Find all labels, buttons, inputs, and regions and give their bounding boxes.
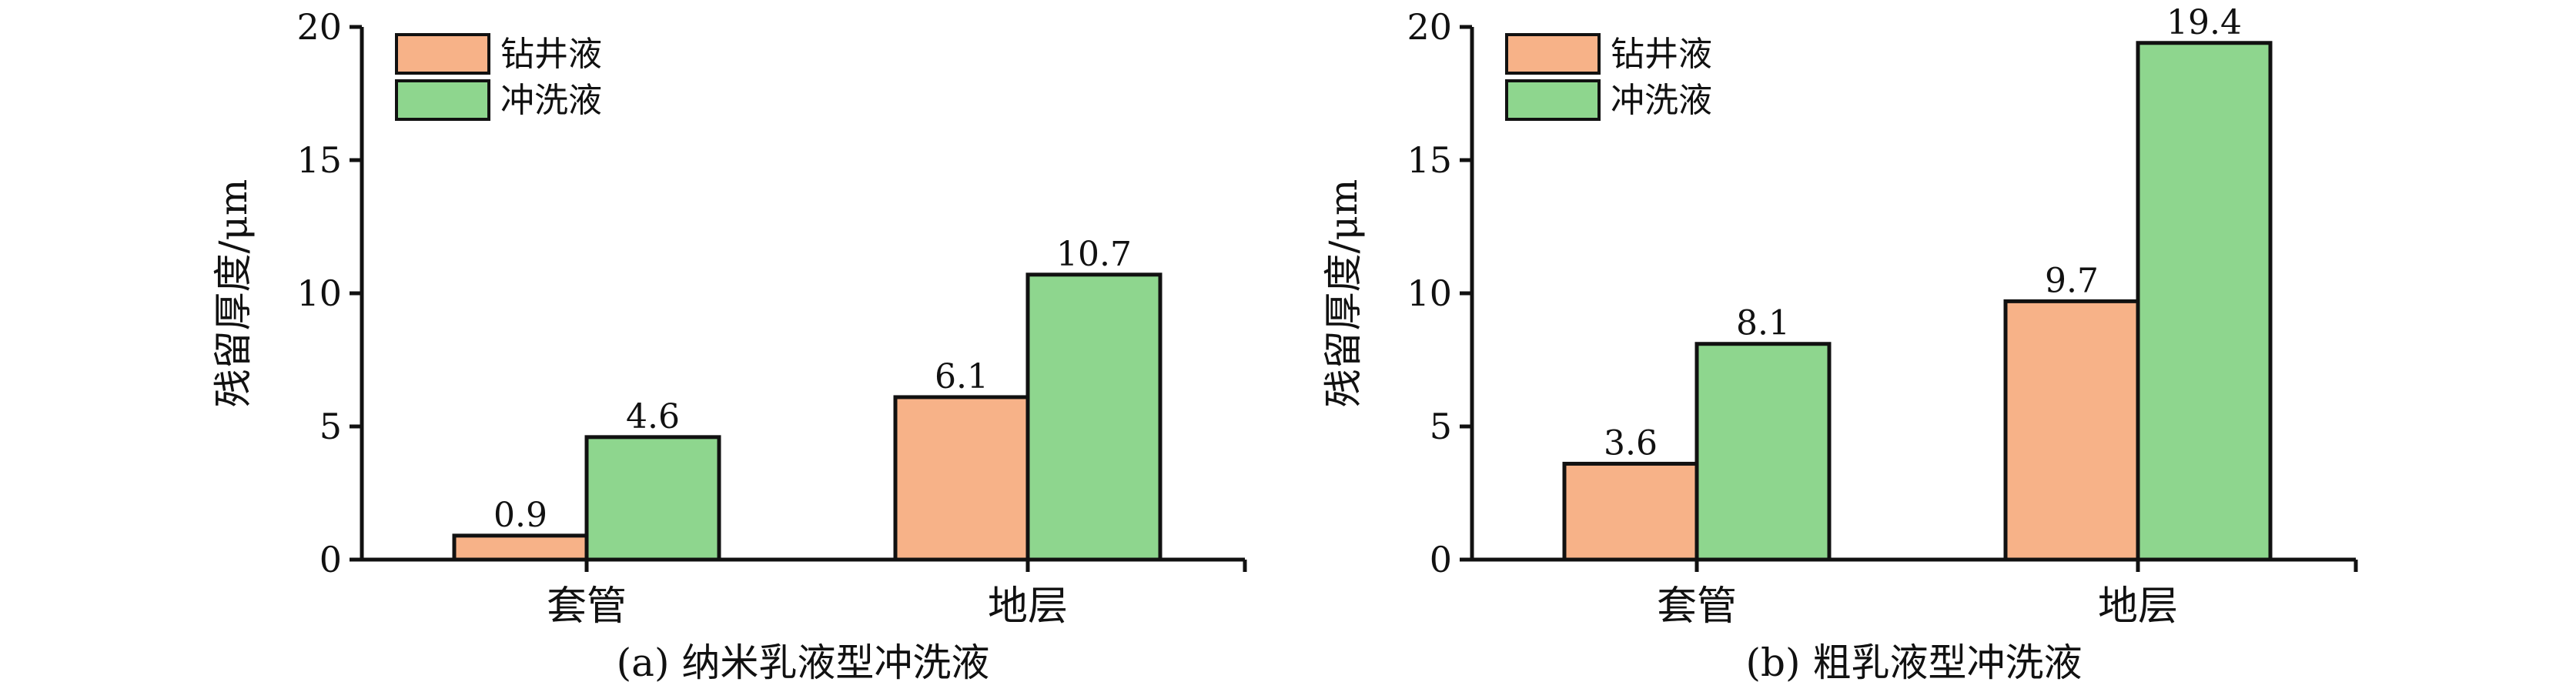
legend-label: 冲洗液 (1611, 81, 1712, 120)
y-tick-label: 0 (319, 539, 342, 580)
data-label: 19.4 (2166, 3, 2242, 42)
data-label: 3.6 (1604, 423, 1658, 463)
bar-flushing-fluid-1 (1025, 272, 1163, 562)
y-axis-title: 残留厚度/μm (211, 179, 256, 408)
y-tick-label: 15 (1407, 139, 1452, 181)
chart-caption: (a) 纳米乳液型冲洗液 (617, 640, 990, 685)
bar-drilling-fluid-1 (2003, 299, 2140, 562)
legend-label: 冲洗液 (500, 81, 602, 120)
bar-flushing-fluid-1 (2136, 41, 2273, 562)
y-tick-label: 0 (1430, 539, 1452, 580)
legend-swatch (1505, 33, 1601, 75)
y-tick-label: 10 (296, 272, 342, 314)
legend-swatch (395, 33, 490, 75)
legend-swatch (395, 79, 490, 121)
y-tick-label: 15 (296, 139, 342, 181)
y-tick-label: 10 (1407, 272, 1452, 314)
y-axis-title: 残留厚度/μm (1321, 179, 1366, 408)
data-label: 0.9 (493, 496, 547, 535)
bar-drilling-fluid-0 (1562, 461, 1699, 562)
chart-caption: (b) 粗乳液型冲洗液 (1746, 640, 2083, 685)
x-tick-label: 套管 (547, 583, 627, 630)
y-tick-label: 20 (1407, 6, 1452, 48)
x-tick-label: 套管 (1657, 583, 1737, 630)
y-tick-label: 5 (1430, 406, 1452, 447)
legend-swatch (1505, 79, 1601, 121)
x-tick-label: 地层 (988, 583, 1068, 630)
data-label: 9.7 (2045, 261, 2099, 300)
data-label: 10.7 (1056, 235, 1132, 274)
legend-label: 钻井液 (1611, 35, 1712, 74)
bar-flushing-fluid-0 (1694, 342, 1832, 562)
data-label: 8.1 (1736, 304, 1790, 343)
y-tick-label: 20 (296, 6, 342, 48)
data-label: 4.6 (626, 397, 680, 436)
bar-drilling-fluid-0 (452, 533, 589, 562)
bar-flushing-fluid-0 (584, 435, 721, 562)
y-tick-label: 5 (319, 406, 342, 447)
legend-label: 钻井液 (500, 35, 602, 74)
data-label: 6.1 (935, 357, 989, 396)
x-tick-label: 地层 (2098, 583, 2178, 630)
bar-drilling-fluid-1 (893, 395, 1030, 562)
